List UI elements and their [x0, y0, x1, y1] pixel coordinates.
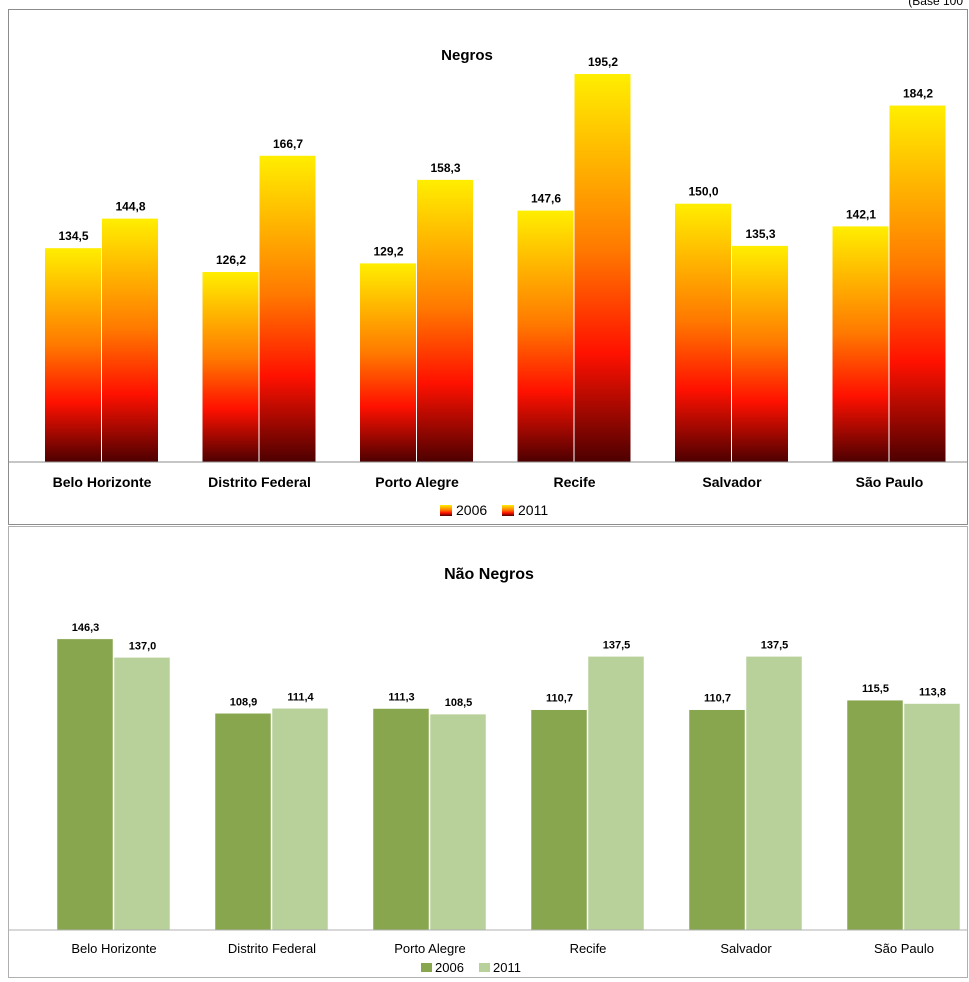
bar-recife-2006 — [530, 709, 588, 931]
chart-title: Não Negros — [444, 566, 534, 583]
category-label-recife: Recife — [570, 941, 607, 956]
data-label-distrito-federal-2011: 166,7 — [273, 137, 303, 151]
bar-sao-paulo-2011 — [903, 703, 961, 931]
bar-belo-horizonte-2011 — [102, 218, 158, 462]
data-label-distrito-federal-2011: 111,4 — [287, 691, 314, 703]
bar-distrito-federal-2011 — [259, 155, 316, 462]
bar-recife-2011 — [574, 73, 631, 462]
data-label-sao-paulo-2011: 113,8 — [919, 687, 946, 699]
bar-salvador-2006 — [675, 203, 731, 462]
bar-belo-horizonte-2006 — [56, 638, 114, 931]
chart-nao-negros: Não Negros 146,3 137,0 108,9 111,4 111,3 108,… — [9, 566, 967, 975]
legend-swatch-2011 — [502, 505, 514, 516]
category-label-belo-horizonte: Belo Horizonte — [53, 474, 152, 490]
bar-sao-paulo-2006 — [846, 699, 904, 931]
bar-salvador-2011 — [732, 245, 788, 462]
data-label-porto-alegre-2011: 158,3 — [430, 161, 460, 175]
category-label-sao-paulo: São Paulo — [856, 474, 924, 490]
category-label-salvador: Salvador — [702, 474, 762, 490]
category-label-porto-alegre: Porto Alegre — [375, 474, 459, 490]
legend-label-2011: 2011 — [493, 960, 521, 975]
bar-distrito-federal-2006 — [202, 272, 259, 462]
chart-negros: Negros 134,5 144,8 126,2 166,7 129,2 158,3 147… — [9, 47, 967, 518]
data-label-salvador-2011: 135,3 — [745, 227, 775, 241]
category-label-porto-alegre: Porto Alegre — [394, 941, 466, 956]
legend: 2006 2011 — [440, 502, 548, 518]
category-label-belo-horizonte: Belo Horizonte — [71, 941, 156, 956]
bar-recife-2011 — [587, 656, 645, 931]
data-label-distrito-federal-2006: 108,9 — [230, 696, 258, 708]
data-label-recife-2006: 110,7 — [546, 693, 573, 705]
bar-salvador-2006 — [688, 709, 746, 931]
bar-sao-paulo-2006 — [832, 226, 889, 462]
chart-nao-negros-panel: Não Negros 146,3 137,0 108,9 111,4 111,3 108,… — [8, 526, 968, 978]
data-label-recife-2011: 137,5 — [603, 639, 631, 651]
data-label-porto-alegre-2006: 129,2 — [373, 244, 403, 258]
legend: 2006 2011 — [421, 960, 521, 975]
base-note: (Base 100 — [908, 0, 963, 8]
bar-porto-alegre-2006 — [360, 263, 416, 462]
data-label-salvador-2006: 110,7 — [704, 693, 731, 705]
data-label-sao-paulo-2011: 184,2 — [903, 87, 933, 101]
legend-swatch-2006 — [440, 505, 452, 516]
bar-porto-alegre-2011 — [417, 179, 473, 462]
category-label-distrito-federal: Distrito Federal — [228, 941, 316, 956]
bar-recife-2006 — [517, 210, 574, 462]
bar-distrito-federal-2011 — [271, 708, 329, 931]
data-label-recife-2006: 147,6 — [531, 192, 561, 206]
data-label-belo-horizonte-2006: 134,5 — [58, 229, 88, 243]
legend-label-2006: 2006 — [456, 502, 487, 518]
category-label-sao-paulo: São Paulo — [874, 941, 934, 956]
legend-swatch-2006 — [421, 963, 432, 972]
bar-sao-paulo-2011 — [889, 105, 946, 463]
category-label-recife: Recife — [553, 474, 595, 490]
bar-porto-alegre-2011 — [429, 713, 487, 931]
data-label-distrito-federal-2006: 126,2 — [216, 253, 246, 267]
bar-salvador-2011 — [745, 656, 803, 931]
data-label-salvador-2006: 150,0 — [688, 185, 718, 199]
chart-negros-panel: Negros 134,5 144,8 126,2 166,7 129,2 158,3 147… — [8, 9, 968, 525]
legend-label-2006: 2006 — [435, 960, 464, 975]
data-label-porto-alegre-2006: 111,3 — [388, 692, 414, 704]
bar-distrito-federal-2006 — [214, 713, 272, 931]
data-label-porto-alegre-2011: 108,5 — [445, 697, 473, 709]
data-label-sao-paulo-2006: 142,1 — [846, 207, 876, 221]
data-label-belo-horizonte-2011: 144,8 — [115, 200, 145, 214]
bar-belo-horizonte-2011 — [113, 657, 171, 931]
chart-title: Negros — [441, 47, 493, 64]
data-label-salvador-2011: 137,5 — [761, 639, 789, 651]
bar-belo-horizonte-2006 — [45, 248, 101, 462]
data-label-belo-horizonte-2011: 137,0 — [129, 640, 157, 652]
legend-label-2011: 2011 — [518, 502, 548, 518]
data-label-belo-horizonte-2006: 146,3 — [72, 622, 100, 634]
data-label-recife-2011: 195,2 — [588, 55, 618, 69]
bar-porto-alegre-2006 — [372, 708, 430, 931]
legend-swatch-2011 — [479, 963, 490, 972]
category-label-salvador: Salvador — [720, 941, 772, 956]
category-label-distrito-federal: Distrito Federal — [208, 474, 311, 490]
data-label-sao-paulo-2006: 115,5 — [862, 683, 889, 695]
